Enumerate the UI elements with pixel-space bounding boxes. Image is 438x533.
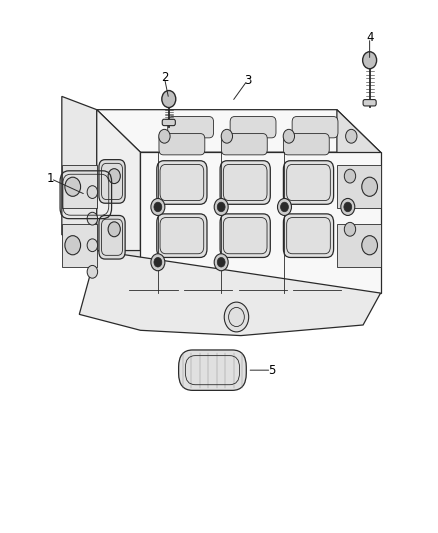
Circle shape <box>154 202 162 212</box>
Text: 2: 2 <box>161 71 168 84</box>
Circle shape <box>151 198 165 215</box>
Polygon shape <box>337 224 381 266</box>
FancyBboxPatch shape <box>292 117 338 138</box>
Circle shape <box>283 130 294 143</box>
FancyBboxPatch shape <box>179 350 246 390</box>
FancyBboxPatch shape <box>220 161 270 204</box>
Circle shape <box>362 177 378 196</box>
FancyBboxPatch shape <box>99 215 125 259</box>
FancyBboxPatch shape <box>220 214 270 257</box>
FancyBboxPatch shape <box>283 134 329 155</box>
Polygon shape <box>97 110 381 152</box>
Circle shape <box>221 130 233 143</box>
FancyBboxPatch shape <box>283 161 334 204</box>
Circle shape <box>87 239 98 252</box>
Text: 3: 3 <box>244 74 251 87</box>
FancyBboxPatch shape <box>230 117 276 138</box>
Circle shape <box>278 198 291 215</box>
FancyBboxPatch shape <box>157 214 207 257</box>
Circle shape <box>217 257 225 267</box>
Text: 4: 4 <box>366 31 373 44</box>
Circle shape <box>214 254 228 271</box>
Circle shape <box>87 212 98 225</box>
Circle shape <box>154 257 162 267</box>
Text: 1: 1 <box>47 172 55 185</box>
Circle shape <box>344 222 356 236</box>
Circle shape <box>362 236 378 255</box>
Circle shape <box>87 185 98 198</box>
FancyBboxPatch shape <box>283 214 334 257</box>
Polygon shape <box>141 152 381 293</box>
Circle shape <box>151 254 165 271</box>
Polygon shape <box>337 165 381 208</box>
Circle shape <box>363 52 377 69</box>
Circle shape <box>214 198 228 215</box>
Circle shape <box>65 236 81 255</box>
Circle shape <box>344 202 352 212</box>
Polygon shape <box>62 96 97 251</box>
FancyBboxPatch shape <box>159 134 205 155</box>
Polygon shape <box>62 165 97 208</box>
Text: 5: 5 <box>268 364 275 377</box>
Polygon shape <box>79 251 381 336</box>
Circle shape <box>281 202 288 212</box>
Polygon shape <box>97 251 381 293</box>
FancyBboxPatch shape <box>221 134 267 155</box>
Polygon shape <box>62 224 97 266</box>
FancyBboxPatch shape <box>162 119 175 126</box>
FancyBboxPatch shape <box>168 117 214 138</box>
FancyBboxPatch shape <box>99 160 125 203</box>
FancyBboxPatch shape <box>157 161 207 204</box>
Circle shape <box>217 202 225 212</box>
Circle shape <box>108 168 120 183</box>
FancyBboxPatch shape <box>363 100 376 106</box>
Circle shape <box>224 302 249 332</box>
Circle shape <box>162 91 176 108</box>
Polygon shape <box>97 110 141 293</box>
Circle shape <box>341 198 355 215</box>
Circle shape <box>159 130 170 143</box>
Circle shape <box>87 265 98 278</box>
Polygon shape <box>337 110 381 293</box>
Circle shape <box>65 177 81 196</box>
Circle shape <box>344 169 356 183</box>
Circle shape <box>108 222 120 237</box>
Circle shape <box>346 130 357 143</box>
